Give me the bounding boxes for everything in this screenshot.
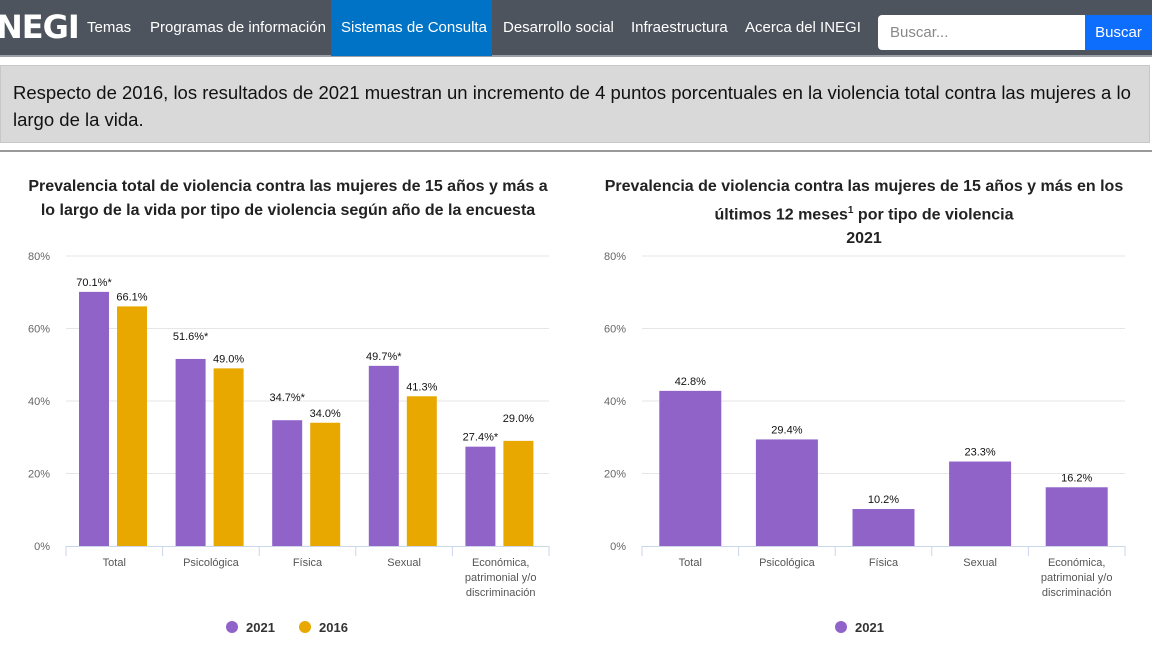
data-label: 29.0% <box>503 413 534 425</box>
chart2: 0% 20% 40% 60% 80% Total Psicológica Física Sexu… <box>604 251 1126 635</box>
y-tick-label: 80% <box>28 251 50 263</box>
legend-label-2021[interactable]: 2021 <box>246 620 275 635</box>
bar-2021 <box>175 358 206 546</box>
x-tick-label: Sexual <box>963 557 997 569</box>
data-label: 66.1% <box>116 291 147 303</box>
inegi-logo[interactable]: NEGI <box>0 8 80 46</box>
y-tick-label: 60% <box>28 324 50 336</box>
bar-2021 <box>659 390 722 546</box>
nav-infraestructura[interactable]: Infraestructura <box>631 19 728 36</box>
nav-programas[interactable]: Programas de información <box>150 19 326 36</box>
data-label: 51.6%* <box>173 331 209 343</box>
x-tick-label: Económica, <box>472 557 529 569</box>
y-tick-label: 0% <box>610 541 626 553</box>
y-tick-label: 40% <box>604 396 626 408</box>
x-tick-label: Sexual <box>387 557 421 569</box>
chart2-title: Prevalencia de violencia contra las muje… <box>576 175 1152 251</box>
bar-2016 <box>213 368 244 546</box>
legend-marker-2021[interactable] <box>226 621 238 633</box>
x-tick-label: Física <box>293 557 323 569</box>
x-tick-label: patrimonial y/o <box>1041 572 1113 584</box>
bar-2016 <box>117 306 147 546</box>
x-tick-label: Física <box>869 557 899 569</box>
bar-2016 <box>310 422 341 546</box>
data-label: 34.7%* <box>269 392 305 404</box>
x-tick-label: patrimonial y/o <box>465 572 537 584</box>
chart1-title-line1: Prevalencia total de violencia contra la… <box>28 178 548 195</box>
bar-2021 <box>1045 487 1108 546</box>
y-tick-label: 20% <box>28 469 50 481</box>
bar-2016 <box>503 440 534 546</box>
x-tick-label: Total <box>679 557 702 569</box>
chart1: 0% 20% 40% 60% 80% Total Psicológica Física Sexu… <box>28 251 550 635</box>
data-label: 49.7%* <box>366 351 402 363</box>
bar-2016 <box>406 396 437 546</box>
legend-marker-2016[interactable] <box>299 621 311 633</box>
data-label: 29.4% <box>771 424 802 436</box>
y-tick-label: 0% <box>34 541 50 553</box>
data-label: 27.4%* <box>463 432 499 444</box>
top-navbar: NEGI Temas Programas de información Sist… <box>0 0 1152 57</box>
search-input[interactable]: Buscar... <box>878 15 1085 50</box>
legend-label-2016[interactable]: 2016 <box>319 620 348 635</box>
data-label: 16.2% <box>1061 472 1092 484</box>
summary-banner: Respecto de 2016, los resultados de 2021… <box>0 65 1150 143</box>
bar-2021 <box>852 509 915 546</box>
x-tick-label: discriminación <box>466 587 536 599</box>
data-label: 41.3% <box>406 381 437 393</box>
data-label: 42.8% <box>675 376 706 388</box>
legend-label-2021[interactable]: 2021 <box>855 620 884 635</box>
search-button[interactable]: Buscar <box>1085 15 1152 50</box>
bar-2021 <box>79 291 109 546</box>
y-tick-label: 20% <box>604 469 626 481</box>
y-tick-label: 80% <box>604 251 626 263</box>
bar-2021 <box>949 461 1012 546</box>
x-tick-label: discriminación <box>1042 587 1112 599</box>
nav-acerca[interactable]: Acerca del INEGI <box>745 19 861 36</box>
divider <box>0 150 1152 152</box>
nav-desarrollo-social[interactable]: Desarrollo social <box>503 19 614 36</box>
data-label: 70.1%* <box>76 277 112 289</box>
nav-sistemas-consulta[interactable]: Sistemas de Consulta <box>331 0 492 56</box>
x-tick-label: Psicológica <box>759 557 816 569</box>
chart2-title-line2: últimos 12 meses1 por tipo de violencia <box>576 199 1152 227</box>
nav-temas[interactable]: Temas <box>87 19 132 36</box>
bar-2021 <box>755 439 818 546</box>
bar-2021 <box>465 446 496 546</box>
chart2-title-line1: Prevalencia de violencia contra las muje… <box>604 178 1124 195</box>
legend-marker-2021[interactable] <box>835 621 847 633</box>
chart1-title: Prevalencia total de violencia contra la… <box>0 175 576 223</box>
data-label: 10.2% <box>868 494 899 506</box>
bar-2021 <box>368 365 399 546</box>
data-label: 34.0% <box>310 408 341 420</box>
bar-2021 <box>272 420 303 546</box>
chart2-title-text2: por tipo de violencia <box>853 206 1014 224</box>
x-tick-label: Total <box>103 557 126 569</box>
data-label: 23.3% <box>964 447 995 459</box>
y-tick-label: 40% <box>28 396 50 408</box>
x-tick-label: Económica, <box>1048 557 1105 569</box>
y-tick-label: 60% <box>604 324 626 336</box>
chart2-title-text: últimos 12 meses <box>714 206 848 224</box>
data-label: 49.0% <box>213 353 244 365</box>
x-tick-label: Psicológica <box>183 557 240 569</box>
chart2-title-year: 2021 <box>846 230 882 248</box>
chart1-title-line2: lo largo de la vida por tipo de violenci… <box>40 202 536 219</box>
footnote-marker: 1 <box>847 205 854 216</box>
